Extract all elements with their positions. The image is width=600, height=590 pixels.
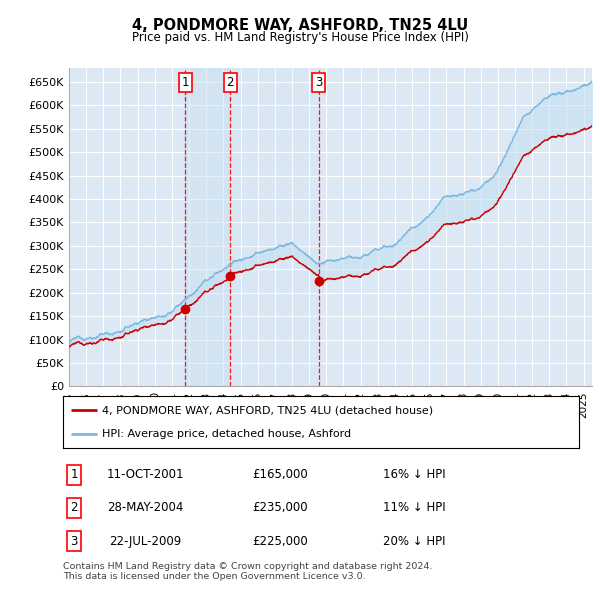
Text: Price paid vs. HM Land Registry's House Price Index (HPI): Price paid vs. HM Land Registry's House … <box>131 31 469 44</box>
Text: 4, PONDMORE WAY, ASHFORD, TN25 4LU (detached house): 4, PONDMORE WAY, ASHFORD, TN25 4LU (deta… <box>101 405 433 415</box>
Text: £225,000: £225,000 <box>252 535 308 548</box>
Text: 3: 3 <box>71 535 78 548</box>
Bar <box>185 68 319 386</box>
Text: Contains HM Land Registry data © Crown copyright and database right 2024.: Contains HM Land Registry data © Crown c… <box>63 562 433 571</box>
Text: 20% ↓ HPI: 20% ↓ HPI <box>383 535 445 548</box>
Bar <box>185 68 230 386</box>
Text: 2: 2 <box>226 76 234 89</box>
Text: £165,000: £165,000 <box>252 468 308 481</box>
Text: 2: 2 <box>71 502 78 514</box>
Text: 28-MAY-2004: 28-MAY-2004 <box>107 502 184 514</box>
Text: 22-JUL-2009: 22-JUL-2009 <box>109 535 182 548</box>
Text: 1: 1 <box>71 468 78 481</box>
Text: 11% ↓ HPI: 11% ↓ HPI <box>383 502 445 514</box>
Text: 3: 3 <box>315 76 322 89</box>
Text: 1: 1 <box>182 76 189 89</box>
Text: This data is licensed under the Open Government Licence v3.0.: This data is licensed under the Open Gov… <box>63 572 365 581</box>
Text: £235,000: £235,000 <box>252 502 308 514</box>
Text: 4, PONDMORE WAY, ASHFORD, TN25 4LU: 4, PONDMORE WAY, ASHFORD, TN25 4LU <box>132 18 468 32</box>
Text: 16% ↓ HPI: 16% ↓ HPI <box>383 468 445 481</box>
Text: HPI: Average price, detached house, Ashford: HPI: Average price, detached house, Ashf… <box>101 430 351 440</box>
Text: 11-OCT-2001: 11-OCT-2001 <box>107 468 184 481</box>
